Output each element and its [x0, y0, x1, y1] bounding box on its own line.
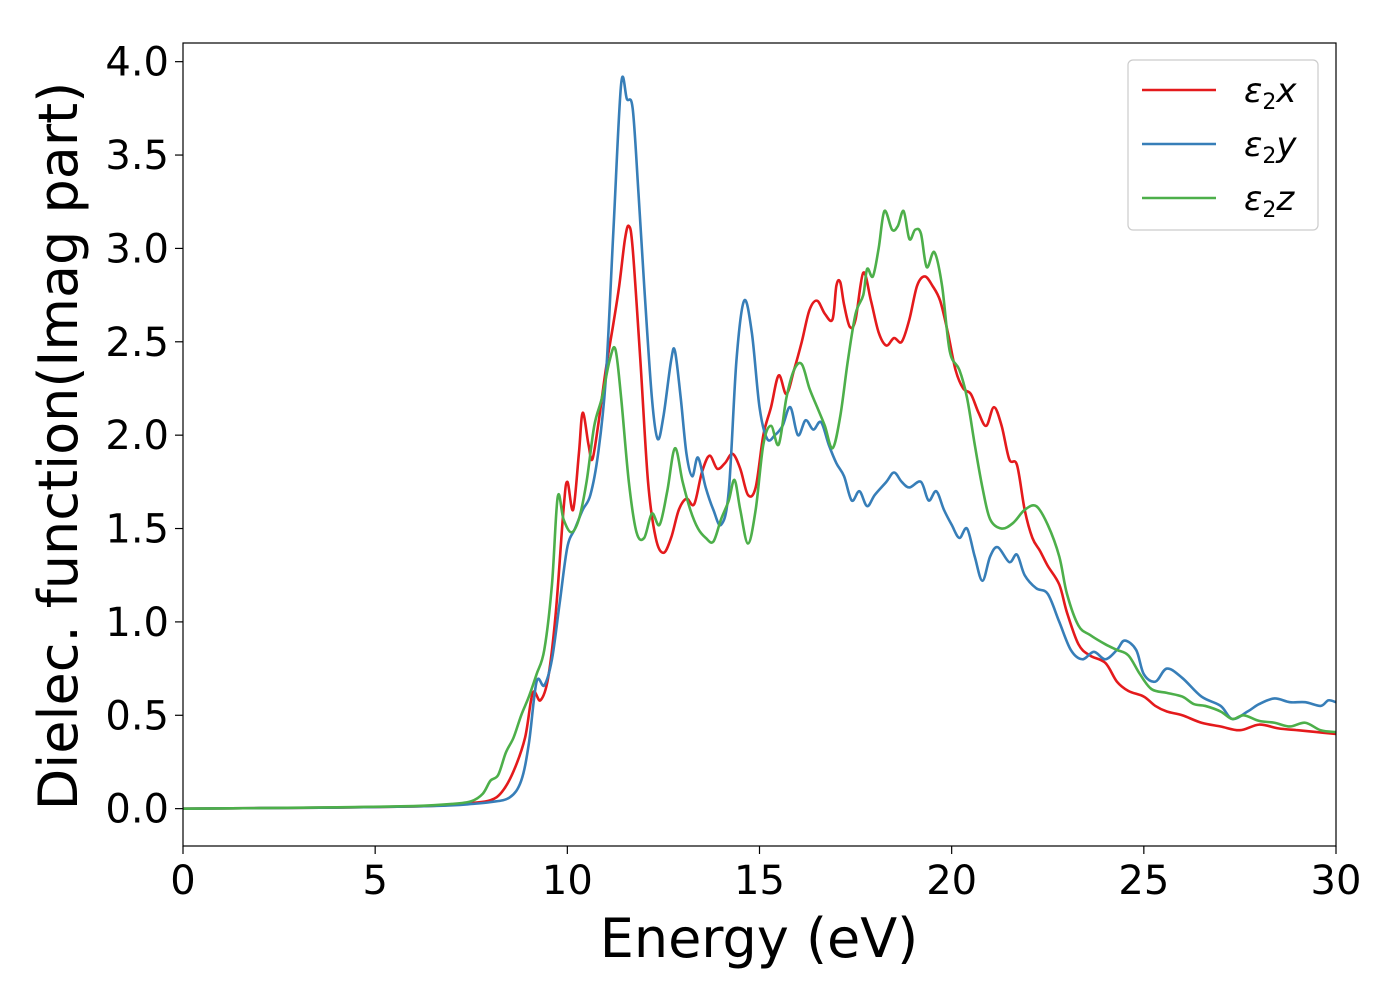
y-tick-label: 1.0 — [105, 600, 169, 646]
y-tick-label: 0.5 — [105, 693, 169, 739]
x-tick-label: 30 — [1311, 858, 1362, 904]
x-tick-label: 25 — [1118, 858, 1169, 904]
series-layer — [182, 75, 1337, 810]
y-tick-label: 4.0 — [105, 40, 169, 86]
x-axis-title: Energy (eV) — [600, 907, 919, 970]
x-tick-label: 20 — [926, 858, 977, 904]
x-tick-label: 10 — [542, 858, 593, 904]
y-tick-label: 3.5 — [105, 133, 169, 179]
x-tick-label: 15 — [734, 858, 785, 904]
y-tick-label: 2.0 — [105, 413, 169, 459]
legend-label-x: ε2x — [1244, 71, 1297, 115]
legend-box — [1127, 59, 1319, 231]
y-tick-label: 1.5 — [105, 507, 169, 553]
y-axis-ticks: 0.0 0.5 1.0 1.5 2.0 2.5 3.0 3.5 4.0 — [105, 40, 183, 833]
x-tick-label: 0 — [170, 858, 195, 904]
y-tick-label: 2.5 — [105, 320, 169, 366]
legend: ε2x ε2y ε2z — [1127, 59, 1319, 231]
series-line-x — [182, 224, 1337, 810]
x-axis-ticks: 0 5 10 15 20 25 30 — [170, 846, 1361, 904]
legend-label-y: ε2y — [1244, 125, 1297, 169]
y-tick-label: 0.0 — [105, 787, 169, 833]
x-tick-label: 5 — [362, 858, 387, 904]
series-line-z — [182, 209, 1337, 810]
legend-label-z: ε2z — [1244, 179, 1295, 223]
y-axis-title: Dielec. function(Imag part) — [27, 82, 90, 811]
y-tick-label: 3.0 — [105, 226, 169, 272]
